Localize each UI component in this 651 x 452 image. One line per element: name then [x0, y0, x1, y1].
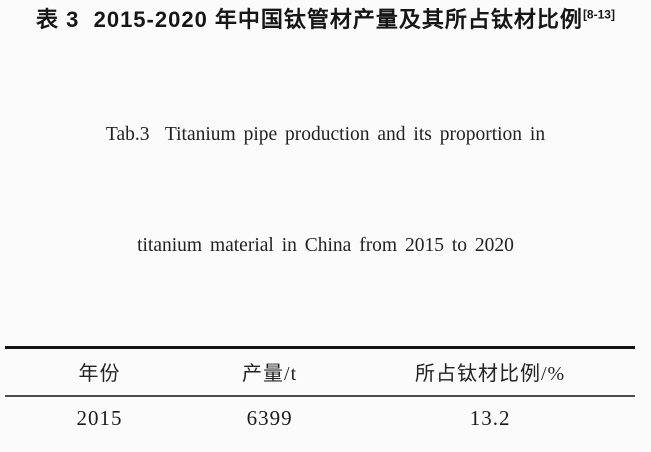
cell-proportion: 13.8	[345, 441, 635, 452]
cell-production: 6856	[194, 441, 345, 452]
caption-en-line1: Tab.3 Titanium pipe production and its p…	[105, 124, 546, 145]
col-header-proportion: 所占钛材比例/%	[414, 363, 566, 386]
table-row: 2015 6399 13.2	[5, 396, 635, 441]
col-header-year: 年份	[78, 363, 121, 386]
caption-en-line2: titanium material in China from 2015 to …	[137, 235, 514, 256]
cell-year: 2015	[76, 406, 123, 430]
col-header-production: 产量/t	[242, 363, 298, 386]
table-row: 2016 6856 13.8	[5, 441, 635, 452]
citation-superscript: [8-13]	[582, 7, 615, 22]
cell-year: 2016	[5, 441, 194, 452]
cell-production: 6399	[246, 406, 293, 430]
table-caption-zh: 表 3 2015-2020 年中国钛管材产量及其所占钛材比例[8-13]	[0, 0, 651, 34]
table-caption-en: Tab.3 Titanium pipe production and its p…	[0, 42, 651, 338]
caption-zh-text: 表 3 2015-2020 年中国钛管材产量及其所占钛材比例	[36, 7, 583, 32]
data-table: 年份 产量/t 所占钛材比例/% 2015 6399 13.2 2016 685…	[5, 346, 635, 452]
table-header-row: 年份 产量/t 所占钛材比例/%	[5, 348, 635, 396]
cell-proportion: 13.2	[469, 406, 511, 430]
